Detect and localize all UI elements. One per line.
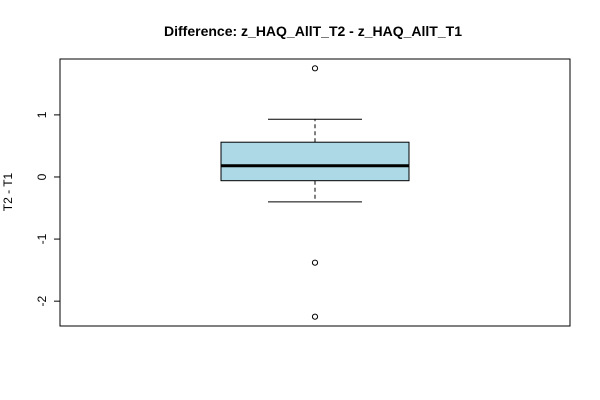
outliers xyxy=(311,65,319,320)
y-tick-label: -2 xyxy=(35,296,49,307)
y-axis-label: T2 - T1 xyxy=(1,172,15,211)
boxplot xyxy=(220,118,410,203)
y-tick-label: -1 xyxy=(35,233,49,244)
interquartile-box xyxy=(220,141,410,182)
plot-frame xyxy=(59,58,571,327)
y-axis: -2 -1 0 1 xyxy=(35,111,60,306)
chart-title: Difference: z_HAQ_AllT_T2 - z_HAQ_AllT_T… xyxy=(164,23,462,39)
y-tick-label: 0 xyxy=(35,173,49,180)
y-tick-label: 1 xyxy=(35,111,49,118)
outlier-point xyxy=(311,313,319,320)
outlier-point xyxy=(311,259,319,266)
outlier-point xyxy=(311,65,319,72)
